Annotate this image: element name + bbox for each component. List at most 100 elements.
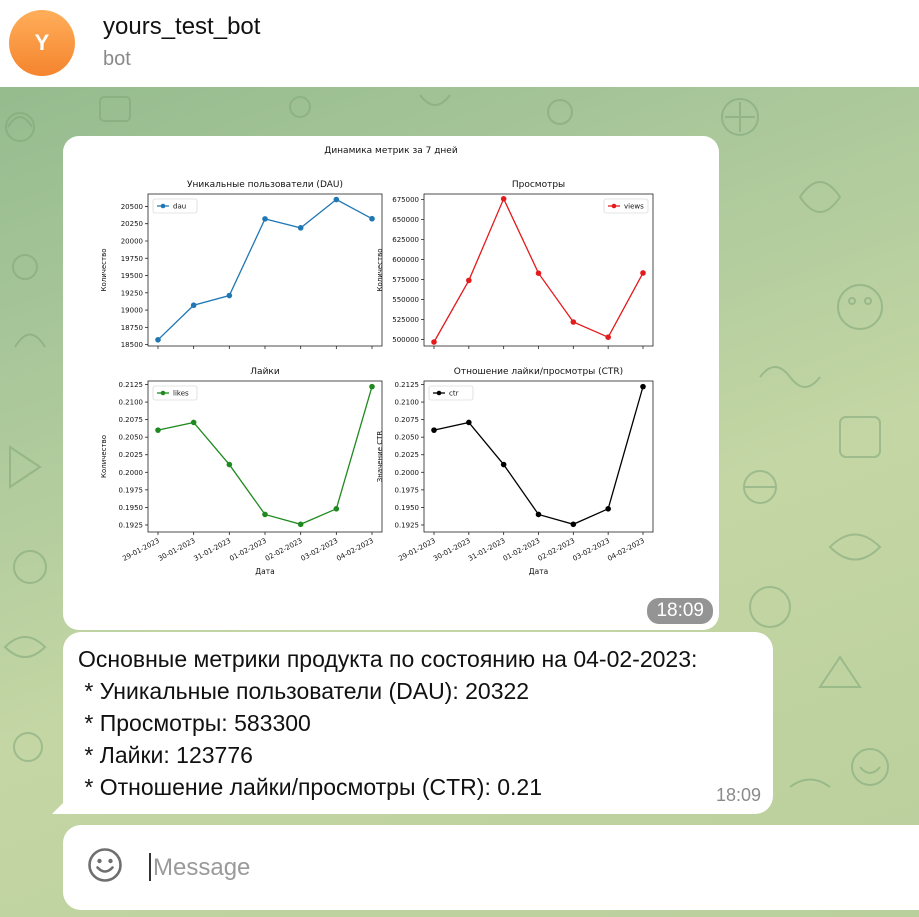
message-composer bbox=[63, 825, 919, 910]
y-tick-label: 675000 bbox=[392, 196, 419, 204]
x-tick-label: 30-01-2023 bbox=[432, 537, 472, 563]
legend-swatch-marker bbox=[160, 390, 166, 396]
chart-title: Просмотры bbox=[512, 180, 565, 190]
chart-title: Отношение лайки/просмотры (CTR) bbox=[454, 367, 623, 377]
y-tick-label: 19250 bbox=[121, 289, 143, 297]
y-tick-label: 20250 bbox=[121, 220, 143, 228]
data-point bbox=[369, 215, 375, 222]
y-tick-label: 600000 bbox=[392, 256, 419, 264]
x-tick-label: 04-02-2023 bbox=[335, 537, 375, 563]
x-tick-label: 29-01-2023 bbox=[121, 537, 161, 563]
legend: ctr bbox=[428, 385, 474, 401]
data-point bbox=[640, 383, 646, 390]
legend-swatch-marker bbox=[611, 203, 617, 209]
data-point bbox=[605, 334, 611, 340]
chat-status: bot bbox=[103, 48, 131, 70]
avatar[interactable]: Y bbox=[9, 10, 75, 76]
data-point bbox=[500, 461, 507, 468]
x-axis-label: Дата bbox=[529, 567, 548, 576]
x-axis-label: Дата bbox=[255, 567, 274, 576]
figure-title: Динамика метрик за 7 дней bbox=[324, 146, 458, 156]
x-tick-label: 01-02-2023 bbox=[502, 537, 542, 563]
message-line: * Отношение лайки/просмотры (CTR): 0.21 bbox=[78, 774, 542, 800]
y-tick-label: 0.1975 bbox=[119, 486, 144, 494]
y-tick-label: 0.2125 bbox=[395, 381, 420, 389]
data-point bbox=[190, 419, 197, 426]
image-message[interactable]: Динамика метрик за 7 дней Уникальные пол… bbox=[63, 136, 719, 630]
message-line: * Лайки: 123776 bbox=[78, 742, 253, 768]
message-line: * Уникальные пользователи (DAU): 20322 bbox=[78, 678, 530, 704]
text-cursor bbox=[149, 853, 151, 881]
plot-frame bbox=[423, 380, 654, 533]
x-tick-label: 29-01-2023 bbox=[397, 537, 437, 563]
y-tick-label: 0.2025 bbox=[119, 451, 144, 459]
y-tick-label: 650000 bbox=[392, 216, 419, 224]
y-tick-label: 0.2025 bbox=[395, 451, 420, 459]
y-tick-label: 525000 bbox=[392, 316, 419, 324]
legend-box bbox=[428, 385, 474, 401]
y-tick-label: 550000 bbox=[392, 296, 419, 304]
legend: likes bbox=[152, 385, 198, 401]
y-axis-label: Значение CTR bbox=[376, 431, 384, 483]
text-message[interactable]: Основные метрики продукта по состоянию н… bbox=[63, 632, 773, 814]
y-tick-label: 20000 bbox=[121, 237, 143, 245]
data-point bbox=[570, 521, 577, 528]
data-point bbox=[262, 511, 268, 518]
y-axis-label: Количество bbox=[376, 248, 384, 291]
legend: views bbox=[603, 198, 649, 214]
x-tick-label: 01-02-2023 bbox=[228, 537, 268, 563]
x-tick-label: 31-01-2023 bbox=[467, 537, 507, 563]
chart-panel-1: Уникальные пользователи (DAU) Количество 1… bbox=[100, 180, 383, 349]
y-tick-label: 0.2050 bbox=[119, 434, 144, 442]
data-point bbox=[535, 511, 542, 518]
legend-box bbox=[603, 198, 649, 214]
chart-title: Лайки bbox=[250, 367, 280, 377]
y-tick-label: 0.1950 bbox=[119, 504, 144, 512]
y-tick-label: 18750 bbox=[121, 324, 143, 332]
data-point bbox=[297, 521, 304, 528]
y-axis-label: Количество bbox=[100, 435, 108, 478]
x-tick-label: 03-02-2023 bbox=[300, 537, 340, 563]
y-tick-label: 0.1975 bbox=[395, 486, 420, 494]
legend-label: ctr bbox=[449, 390, 459, 398]
data-point bbox=[262, 216, 268, 222]
legend-label: views bbox=[624, 203, 644, 211]
chart-panel-2: Просмотры Количество 500000 525000 550000 575… bbox=[376, 180, 654, 349]
y-tick-label: 625000 bbox=[392, 236, 419, 244]
y-tick-label: 19500 bbox=[121, 272, 143, 280]
chat-header: Y yours_test_bot bot bbox=[0, 0, 919, 87]
y-tick-label: 0.2000 bbox=[395, 469, 420, 477]
smile-icon[interactable] bbox=[87, 847, 123, 883]
x-tick-label: 02-02-2023 bbox=[537, 537, 577, 563]
y-tick-label: 0.2000 bbox=[119, 469, 144, 477]
plot-frame bbox=[423, 193, 654, 347]
data-point bbox=[570, 319, 577, 325]
y-tick-label: 0.2075 bbox=[119, 416, 144, 424]
message-input[interactable] bbox=[151, 843, 855, 893]
message-line: * Просмотры: 583300 bbox=[78, 710, 311, 736]
data-point bbox=[535, 270, 542, 276]
y-tick-label: 575000 bbox=[392, 276, 419, 284]
message-line: Основные метрики продукта по состоянию н… bbox=[78, 646, 698, 672]
data-point bbox=[466, 277, 472, 284]
metrics-figure: Динамика метрик за 7 дней Уникальные пол… bbox=[100, 146, 654, 576]
data-point bbox=[155, 427, 161, 433]
x-tick-label: 04-02-2023 bbox=[606, 537, 646, 563]
y-axis-label: Количество bbox=[100, 248, 108, 291]
data-point bbox=[640, 270, 646, 276]
legend-swatch-marker bbox=[436, 390, 442, 396]
x-tick-label: 03-02-2023 bbox=[571, 537, 611, 563]
bubble-tail bbox=[52, 800, 66, 814]
data-point bbox=[466, 419, 472, 426]
y-tick-label: 500000 bbox=[392, 336, 419, 344]
chart-panel-4: Отношение лайки/просмотры (CTR) Значение … bbox=[376, 367, 654, 576]
y-tick-label: 0.2075 bbox=[395, 416, 420, 424]
data-point bbox=[605, 506, 611, 512]
legend-swatch-marker bbox=[160, 203, 166, 209]
y-tick-label: 0.2050 bbox=[395, 434, 420, 442]
legend-box bbox=[152, 198, 198, 214]
data-point bbox=[333, 506, 340, 512]
y-tick-label: 19750 bbox=[121, 255, 143, 263]
data-point bbox=[226, 461, 233, 468]
chat-title[interactable]: yours_test_bot bbox=[103, 13, 261, 40]
